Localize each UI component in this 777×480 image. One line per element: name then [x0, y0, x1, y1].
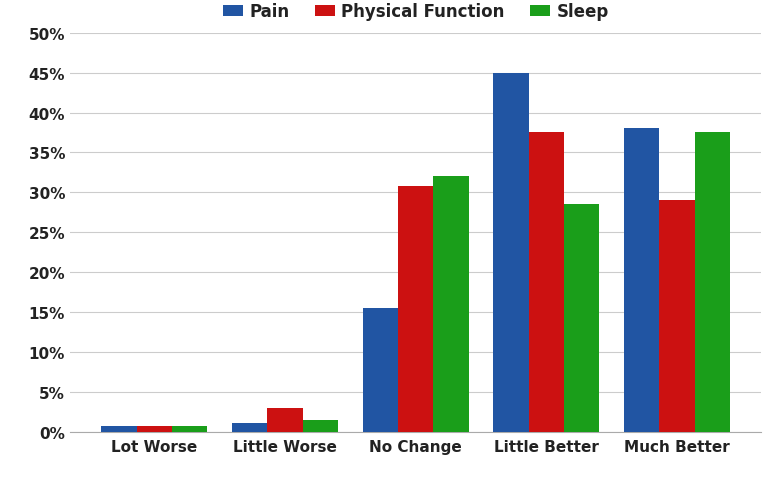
Bar: [137, 426, 172, 432]
Bar: [695, 133, 730, 432]
Bar: [267, 408, 302, 432]
Bar: [302, 420, 338, 432]
Bar: [398, 187, 434, 432]
Bar: [232, 423, 267, 432]
Bar: [624, 129, 660, 432]
Bar: [493, 73, 529, 432]
Bar: [529, 133, 564, 432]
Bar: [172, 426, 207, 432]
Bar: [101, 426, 137, 432]
Bar: [564, 205, 599, 432]
Bar: [660, 201, 695, 432]
Legend: Pain, Physical Function, Sleep: Pain, Physical Function, Sleep: [223, 3, 608, 21]
Bar: [363, 309, 398, 432]
Bar: [434, 177, 469, 432]
